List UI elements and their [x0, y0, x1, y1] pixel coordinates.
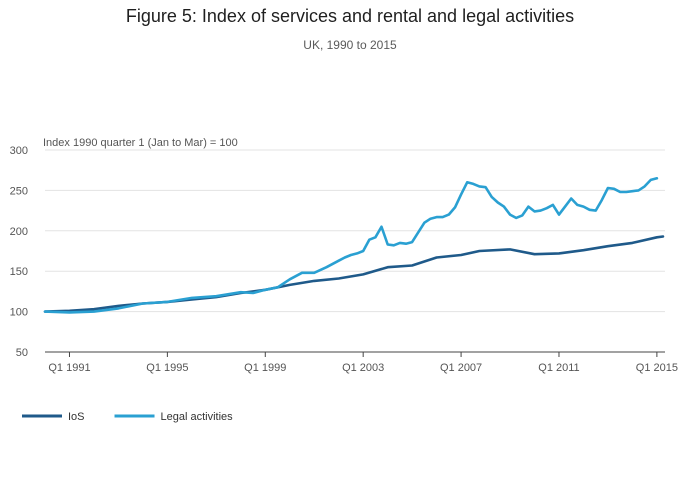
y-tick-label: 250 [10, 185, 28, 197]
y-tick-label: 150 [10, 266, 28, 278]
x-tick-label: Q1 2007 [440, 362, 482, 374]
legend-label: IoS [68, 411, 85, 423]
y-axis-label: Index 1990 quarter 1 (Jan to Mar) = 100 [43, 137, 238, 149]
series-line [43, 235, 665, 313]
x-tick-label: Q1 2011 [538, 362, 579, 374]
y-tick-label: 300 [10, 145, 28, 157]
y-tick-label: 50 [16, 347, 28, 359]
y-axis: 50 100 150 200 250 300 [10, 145, 28, 359]
chart-title: Figure 5: Index of services and rental a… [125, 6, 575, 26]
x-tick-label: Q1 1995 [146, 362, 188, 374]
legend: IoS Legal activities [22, 411, 233, 423]
x-tick-label: Q1 2015 [636, 362, 678, 374]
series-lines [43, 177, 665, 314]
x-tick-label: Q1 1991 [48, 362, 90, 374]
x-axis: Q1 1991 Q1 1995 Q1 1999 Q1 2003 Q1 2007 Q1 20… [48, 352, 678, 374]
gridlines [45, 149, 665, 353]
chart-subtitle: UK, 1990 to 2015 [303, 38, 397, 52]
y-tick-label: 200 [10, 226, 28, 238]
y-tick-label: 100 [10, 307, 28, 319]
x-tick-label: Q1 2003 [342, 362, 384, 374]
legend-label: Legal activities [161, 411, 234, 423]
x-tick-label: Q1 1999 [244, 362, 286, 374]
series-line [43, 177, 659, 314]
